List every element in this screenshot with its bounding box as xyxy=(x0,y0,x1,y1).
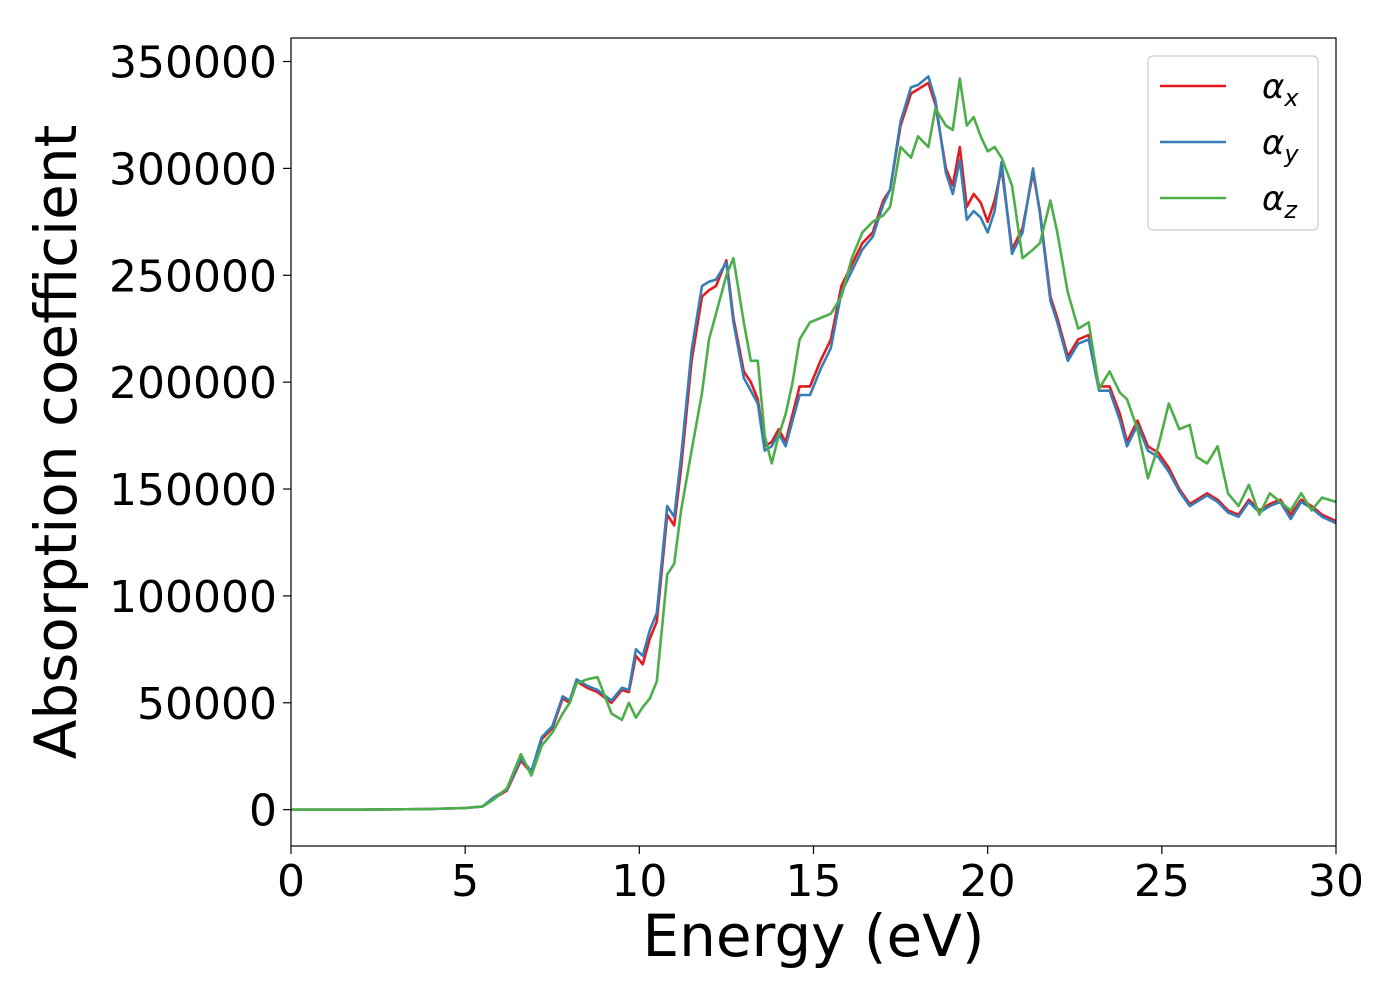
x-axis-label: Energy (eV) xyxy=(642,902,984,970)
legend-label-z: αz xyxy=(1262,179,1298,224)
y-tick-label: 250000 xyxy=(109,251,277,302)
legend-box xyxy=(1147,55,1319,231)
legend-label-y: αy xyxy=(1262,123,1299,168)
series-line-x xyxy=(291,81,1336,812)
series-line-y xyxy=(291,75,1336,812)
x-tick-label: 10 xyxy=(611,856,667,907)
y-tick-label: 50000 xyxy=(137,679,277,730)
x-tick-label: 30 xyxy=(1308,856,1364,907)
x-axis: 0 5 10 15 20 25 30 xyxy=(277,846,1364,907)
x-tick-label: 5 xyxy=(451,856,479,907)
y-tick-label: 300000 xyxy=(109,144,277,195)
x-tick-label: 15 xyxy=(786,856,842,907)
y-tick-label: 0 xyxy=(249,786,277,837)
y-tick-label: 150000 xyxy=(109,465,277,516)
y-axis-label: Absorption coefficient xyxy=(22,125,90,760)
x-tick-label: 25 xyxy=(1134,856,1190,907)
x-tick-label: 20 xyxy=(960,856,1016,907)
x-tick-label: 0 xyxy=(277,856,305,907)
y-tick-label: 100000 xyxy=(109,572,277,623)
legend: αx αy αz xyxy=(1147,55,1319,231)
y-axis: 0 50000 100000 150000 200000 250000 300000 3500… xyxy=(109,38,291,837)
y-tick-label: 200000 xyxy=(109,358,277,409)
y-tick-label: 350000 xyxy=(109,38,277,89)
series-line-z xyxy=(291,77,1336,812)
series-layer xyxy=(291,75,1336,812)
legend-label-x: αx xyxy=(1262,67,1299,112)
